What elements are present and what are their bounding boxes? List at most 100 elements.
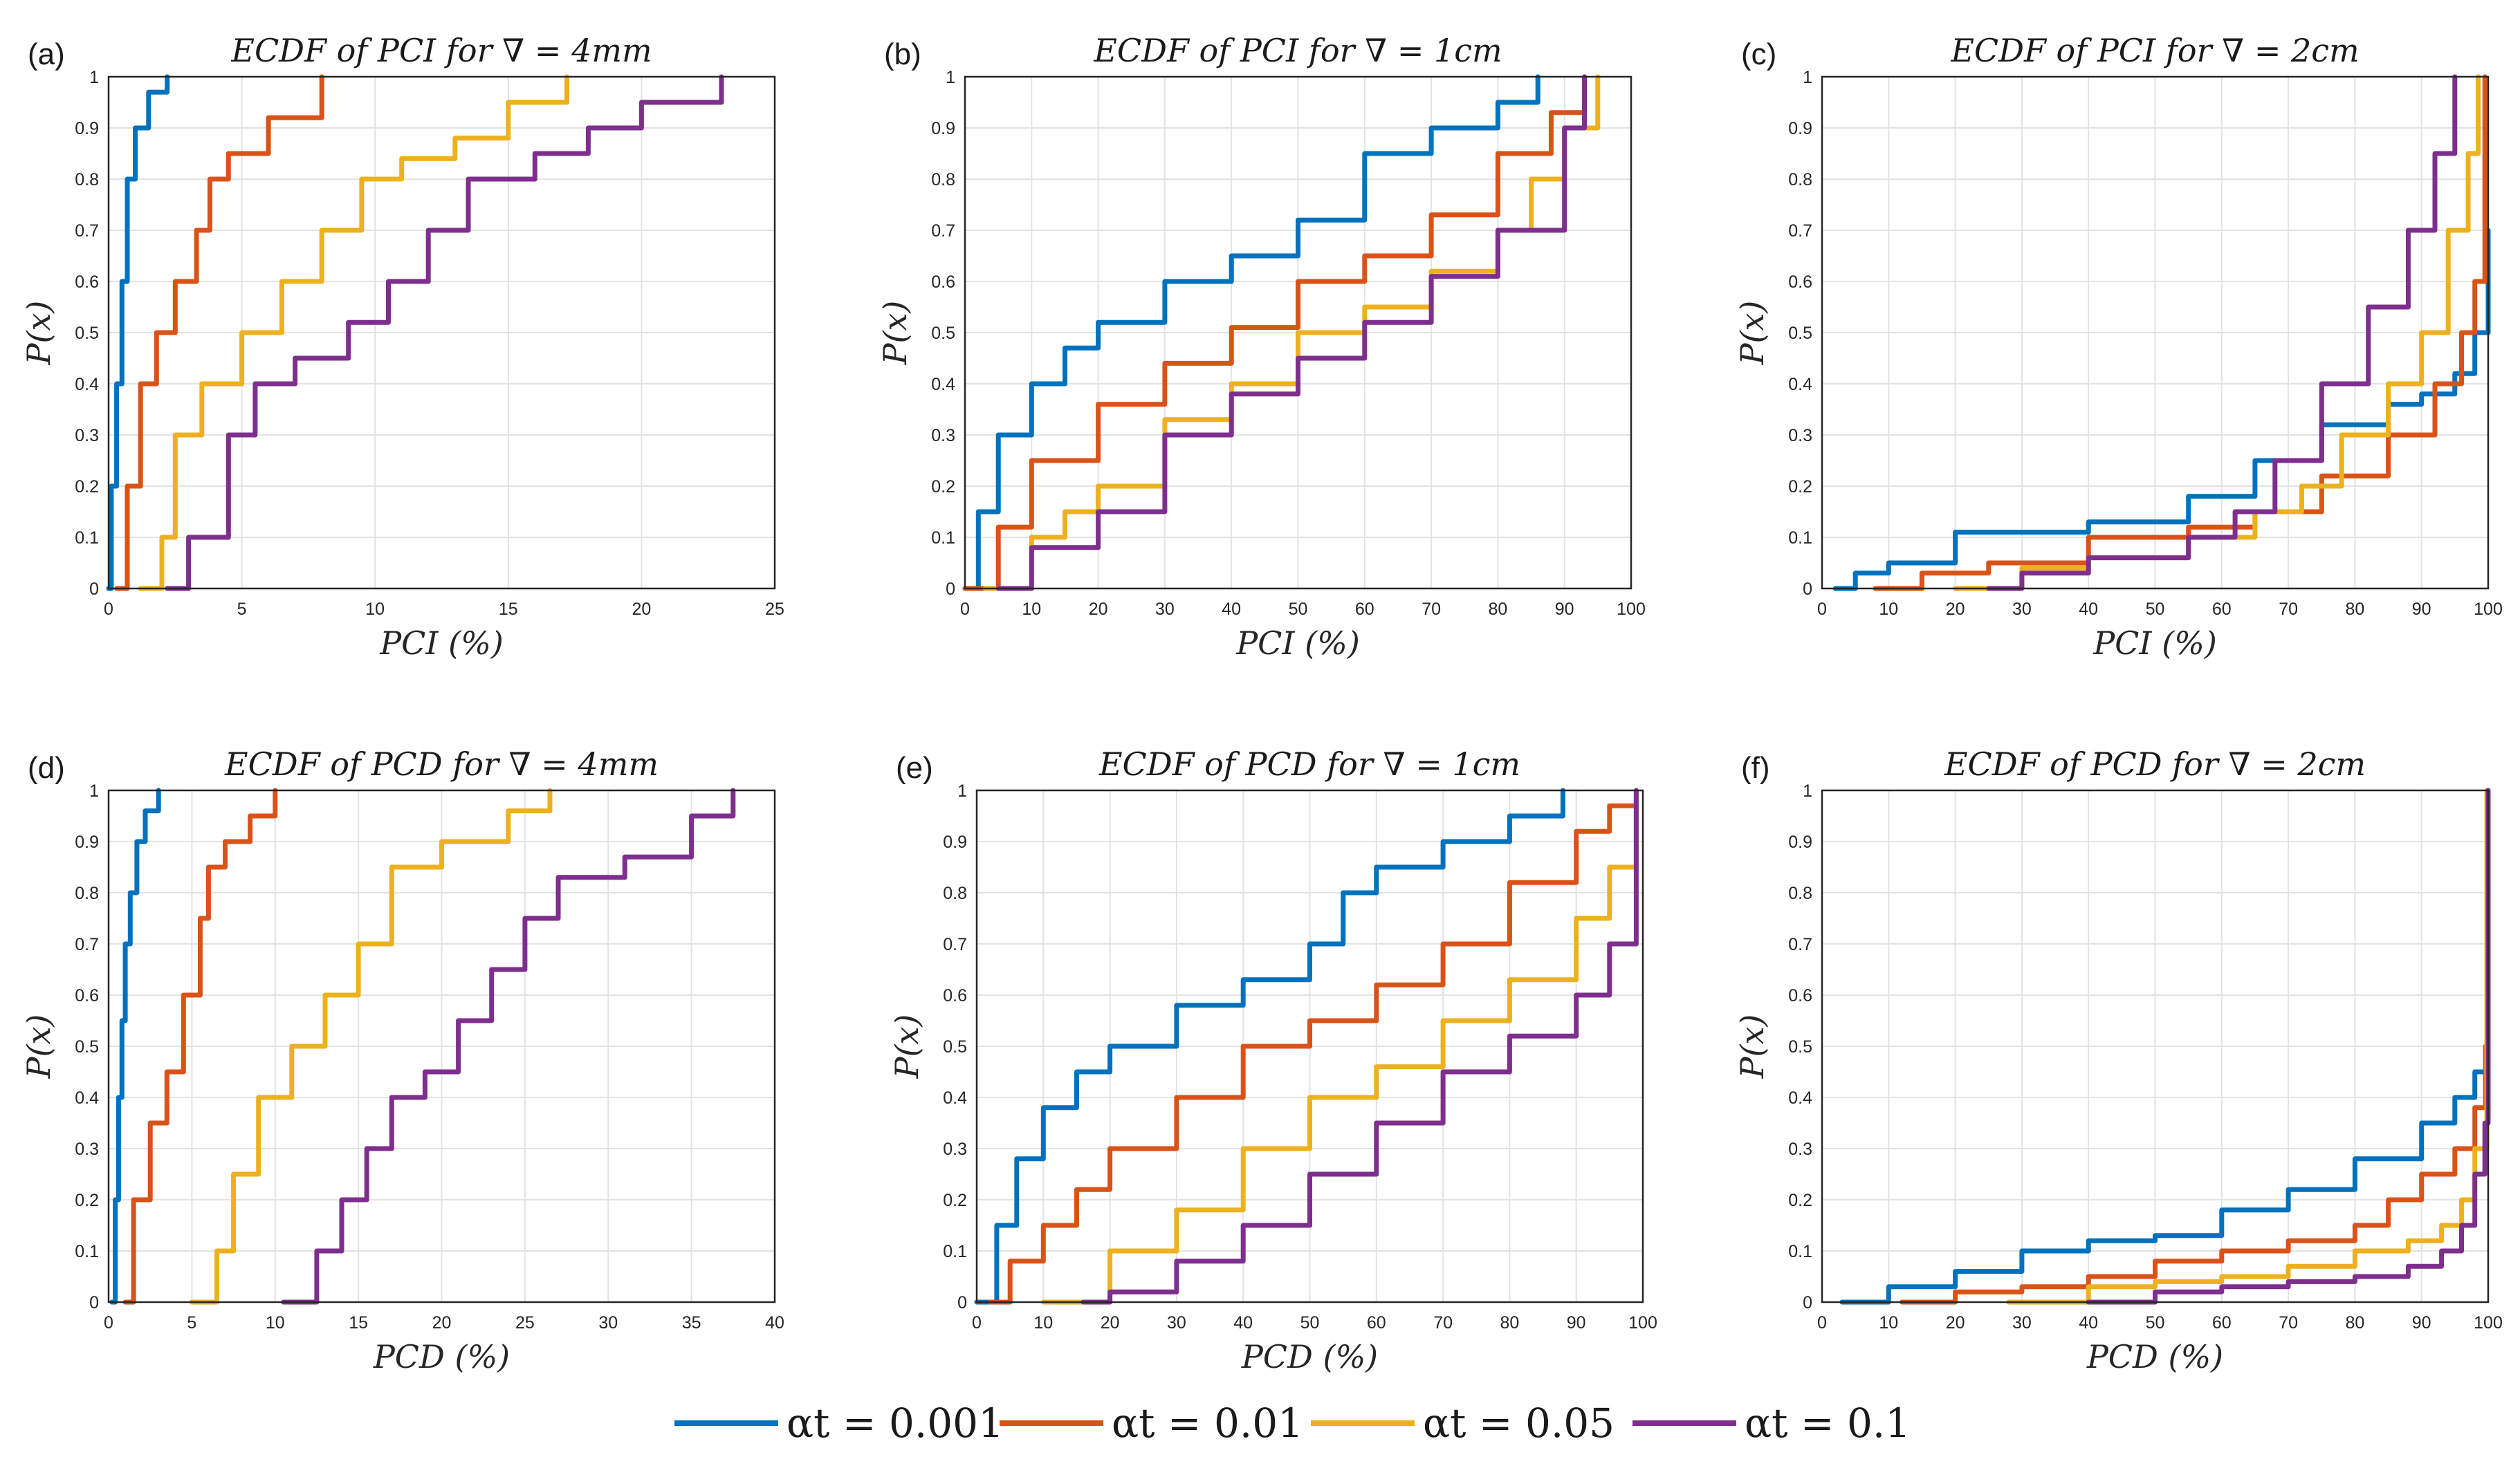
x-tick-label: 20: [1946, 1313, 1965, 1333]
y-tick-label: 0.5: [75, 1037, 99, 1057]
x-tick-label: 100: [2474, 600, 2503, 619]
y-tick-label: 0.4: [931, 375, 955, 394]
x-tick-label: 50: [2146, 600, 2165, 619]
y-tick-label: 0.2: [1788, 477, 1812, 497]
y-tick-label: 0.4: [943, 1088, 967, 1108]
chart-title: ECDF of PCI for ∇ = 1cm: [1093, 32, 1502, 69]
y-tick-label: 0.6: [931, 272, 955, 292]
x-tick-label: 10: [1022, 600, 1041, 619]
x-tick-label: 80: [1488, 600, 1507, 619]
series-line-1: [1839, 992, 2491, 1305]
x-tick-label: 90: [2412, 1313, 2431, 1333]
x-tick-label: 60: [1367, 1313, 1386, 1333]
y-tick-label: 0.3: [75, 1140, 99, 1159]
y-tick-label: 0.2: [75, 1191, 99, 1210]
axes-frame: [107, 789, 776, 1304]
y-tick-label: 0.2: [1788, 1191, 1812, 1210]
y-tick-label: 0: [1803, 1293, 1812, 1312]
series-line-1: [974, 788, 1565, 1305]
y-tick-label: 1: [1803, 68, 1812, 87]
chart-panel-3: 0 10 20 30 40 50 60 70 80 90 100 0 0.1 0.2 0.3 0.4 0.5 0.…: [1733, 32, 2503, 662]
y-tick-label: 0.8: [931, 170, 955, 189]
x-tick-label: 40: [1222, 600, 1241, 619]
x-tick-label: 60: [2212, 1313, 2232, 1333]
y-tick-label: 0: [89, 1293, 99, 1312]
y-tick-label: 1: [957, 781, 967, 801]
legend-label-3: αt = 0.05: [1423, 1400, 1615, 1447]
chart-title: ECDF of PCD for ∇ = 1cm: [1098, 745, 1520, 783]
y-tick-label: 0.3: [75, 426, 99, 445]
series-line-4: [1080, 788, 1639, 1305]
chart-panel-6: 0 10 20 30 40 50 60 70 80 90 100 0 0.1 0.2 0.3 0.4 0.5 0.…: [1733, 745, 2503, 1375]
y-axis-label: P(x): [1733, 1014, 1771, 1079]
y-tick-label: 0.2: [75, 477, 99, 497]
chart-title: ECDF of PCD for ∇ = 2cm: [1944, 745, 2366, 783]
x-tick-label: 40: [2079, 600, 2098, 619]
y-tick-label: 0.1: [75, 528, 99, 548]
x-tick-label: 60: [2212, 600, 2232, 619]
x-tick-label: 0: [1817, 1313, 1827, 1333]
panel-label: (e): [896, 751, 933, 785]
series-line-2: [1873, 74, 2487, 591]
axes-frame: [107, 75, 776, 590]
y-tick-label: 1: [89, 68, 99, 87]
x-tick-label: 90: [2412, 600, 2431, 619]
x-tick-label: 70: [1433, 1313, 1453, 1333]
x-tick-label: 90: [1555, 600, 1574, 619]
series-line-4: [995, 74, 1588, 591]
y-tick-label: 0.9: [931, 119, 955, 138]
chart-panel-1: 0 5 10 15 20 25 0 0.1 0.2 0.3 0.4 0.5 0.6 0.7 0.8 0.9 1 E…: [20, 32, 784, 662]
y-tick-label: 0.3: [1788, 426, 1812, 445]
series-line-2: [962, 74, 1588, 591]
series-line-1: [962, 74, 1540, 591]
y-tick-label: 0.3: [943, 1140, 967, 1159]
x-tick-label: 10: [365, 600, 385, 619]
series-line-4: [281, 788, 736, 1305]
y-tick-label: 0.6: [943, 986, 967, 1005]
axes-frame: [1821, 75, 2490, 590]
x-tick-label: 50: [1300, 1313, 1320, 1333]
x-tick-label: 100: [1628, 1313, 1657, 1333]
x-tick-label: 0: [960, 600, 970, 619]
y-tick-label: 0.9: [75, 119, 99, 138]
chart-panel-2: 0 10 20 30 40 50 60 70 80 90 100 0 0.1 0.2 0.3 0.4 0.5 0.…: [876, 32, 1646, 662]
y-tick-label: 0.4: [1788, 375, 1812, 394]
y-tick-label: 0.7: [1788, 221, 1812, 241]
series-line-4: [165, 74, 724, 591]
x-tick-label: 15: [349, 1313, 368, 1333]
y-tick-label: 0: [1803, 579, 1812, 599]
y-tick-label: 0.1: [1788, 528, 1812, 548]
series-line-2: [122, 788, 278, 1305]
y-tick-label: 0.7: [75, 221, 99, 241]
y-axis-label: P(x): [876, 301, 914, 366]
y-tick-label: 0.2: [931, 477, 955, 497]
x-tick-label: 100: [1617, 600, 1646, 619]
x-tick-label: 70: [1422, 600, 1441, 619]
x-axis-label: PCD (%): [373, 1338, 510, 1375]
y-tick-label: 0.1: [75, 1242, 99, 1261]
axes-frame: [964, 75, 1633, 590]
y-tick-label: 1: [1803, 781, 1812, 801]
y-tick-label: 0.7: [75, 935, 99, 954]
x-tick-label: 20: [432, 1313, 452, 1333]
x-tick-label: 80: [2345, 600, 2364, 619]
x-tick-label: 50: [2146, 1313, 2165, 1333]
y-tick-label: 0.4: [1788, 1088, 1812, 1108]
x-tick-label: 40: [2079, 1313, 2098, 1333]
y-tick-label: 0.9: [75, 833, 99, 852]
x-tick-label: 30: [598, 1313, 618, 1333]
y-tick-label: 0.7: [1788, 935, 1812, 954]
y-tick-label: 1: [89, 781, 99, 801]
y-tick-label: 0.5: [943, 1037, 967, 1057]
x-axis-label: PCD (%): [2086, 1338, 2223, 1375]
y-tick-label: 0.8: [943, 884, 967, 903]
y-tick-label: 0.1: [1788, 1242, 1812, 1261]
x-tick-label: 10: [1033, 1313, 1053, 1333]
series-line-1: [1832, 228, 2491, 591]
series-line-4: [2086, 788, 2491, 1305]
y-tick-label: 0.5: [1788, 324, 1812, 343]
series-line-4: [1986, 74, 2458, 591]
series-line-2: [114, 74, 324, 591]
x-tick-label: 20: [632, 600, 651, 619]
